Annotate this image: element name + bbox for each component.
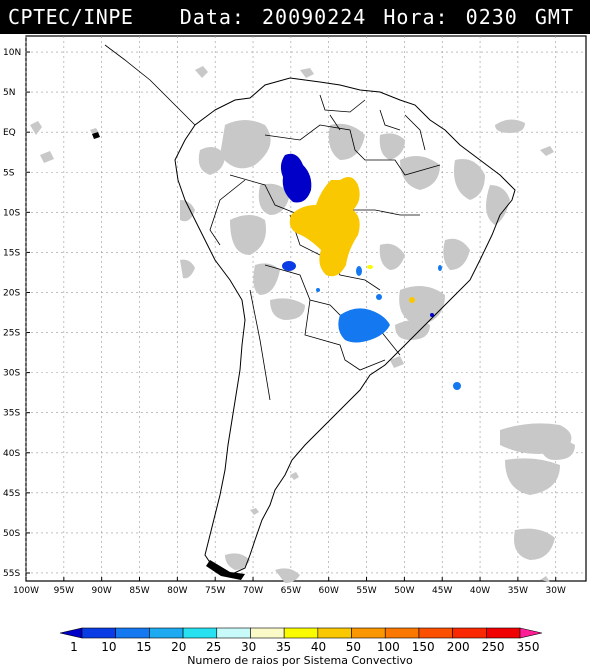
- colorbar-tick-label: 150: [412, 640, 435, 654]
- colorbar-tick-label: 20: [171, 640, 186, 654]
- lon-label: 90W: [91, 586, 111, 596]
- lon-label: 100W: [13, 586, 39, 596]
- lon-label: 55W: [356, 586, 376, 596]
- colorbar-tick-label: 250: [482, 640, 505, 654]
- lat-label: 45S: [3, 489, 20, 499]
- colorbar-segment: [283, 627, 319, 639]
- lon-label: 45W: [432, 586, 452, 596]
- time-label: Hora:: [383, 5, 449, 29]
- convective-systems: [280, 153, 461, 390]
- colorbar-tick-label: 50: [346, 640, 361, 654]
- colorbar-tick-label: 200: [447, 640, 470, 654]
- lat-label: 10N: [3, 48, 21, 58]
- lon-label: 65W: [281, 586, 301, 596]
- colorbar-segment: [384, 627, 420, 639]
- time-value: 0230: [465, 5, 518, 29]
- lat-label: 25S: [3, 329, 20, 339]
- central-america-coast: [104, 44, 196, 126]
- colorbar-tick-label: 25: [206, 640, 221, 654]
- lat-label: 55S: [3, 569, 20, 579]
- date-label: Data:: [179, 5, 245, 29]
- lat-label: 50S: [3, 529, 20, 539]
- lat-label: 10S: [3, 208, 20, 218]
- tierra-del-fuego: [206, 560, 245, 580]
- lat-label: 5S: [3, 168, 15, 178]
- colorbar-segment: [351, 627, 386, 639]
- colorbar-tick-label: 35: [276, 640, 291, 654]
- lon-label: 30W: [546, 586, 566, 596]
- lon-label: 50W: [394, 586, 414, 596]
- title-bar: CPTEC/INPE Data: 20090224 Hora: 0230 GMT: [0, 0, 590, 34]
- map-frame: [25, 35, 587, 582]
- colorbar-tick-label: 100: [377, 640, 400, 654]
- lon-label: 40W: [470, 586, 490, 596]
- colorbar-title: Numero de raios por Sistema Convectivo: [187, 654, 413, 667]
- time-zone: GMT: [534, 5, 574, 29]
- colorbar-segment: [317, 627, 352, 639]
- colorbar-tick-label: 15: [136, 640, 151, 654]
- colorbar-tick-label: 30: [241, 640, 256, 654]
- lat-label: 15S: [3, 248, 20, 258]
- system-blue-2: [282, 261, 296, 271]
- source-label: CPTEC/INPE: [8, 5, 134, 29]
- lat-label: EQ: [3, 128, 16, 138]
- lat-label: 20S: [3, 288, 20, 298]
- colorbar-segment: [115, 627, 150, 639]
- colorbar-tick-label: 40: [311, 640, 326, 654]
- lon-label: 35W: [508, 586, 528, 596]
- colorbar-tick-label: 350: [517, 640, 540, 654]
- lon-label: 75W: [205, 586, 225, 596]
- colorbar-tick-label: 1: [70, 640, 78, 654]
- system-blue-1: [280, 153, 312, 203]
- colorbar-segment: [81, 627, 116, 639]
- colorbar-segment: [250, 627, 285, 639]
- lon-label: 85W: [129, 586, 149, 596]
- latitude-labels: 10N 5N EQ 5S 10S 15S 20S 25S 30S 35S 40S 45S 50S 55S: [3, 48, 21, 579]
- longitude-labels: 100W 95W 90W 85W 80W 75W 70W 65W 60W 55W 50W 45W 40W…: [13, 586, 566, 596]
- cloud-cover: [30, 66, 575, 583]
- lon-label: 70W: [243, 586, 263, 596]
- colorbar-tick-label: 10: [101, 640, 116, 654]
- coastline: [174, 77, 516, 576]
- colorbar-segment: [216, 627, 251, 639]
- colorbar-arrow-high: [519, 627, 543, 639]
- system-blue-3: [338, 308, 390, 343]
- colorbar-segment: [486, 627, 521, 639]
- colorbar-segment: [149, 627, 184, 639]
- lat-label: 30S: [3, 369, 20, 379]
- colorbar-segment: [182, 627, 218, 639]
- colorbar-segment: [418, 627, 453, 639]
- lat-label: 35S: [3, 409, 20, 419]
- lon-label: 60W: [319, 586, 339, 596]
- date-value: 20090224: [262, 5, 367, 29]
- colorbar-segment: [452, 627, 487, 639]
- colorbar: 1 10 15 20 25 30 35 40 50 100 150 200 250 350: [59, 627, 543, 654]
- date-time-label: Data: 20090224 Hora: 0230 GMT: [180, 5, 574, 29]
- lon-label: 80W: [167, 586, 187, 596]
- lon-label: 95W: [54, 586, 74, 596]
- lat-label: 5N: [3, 88, 15, 98]
- colorbar-arrow-low: [59, 627, 83, 639]
- lat-label: 40S: [3, 449, 20, 459]
- galapagos: [92, 132, 100, 139]
- system-orange: [289, 176, 360, 277]
